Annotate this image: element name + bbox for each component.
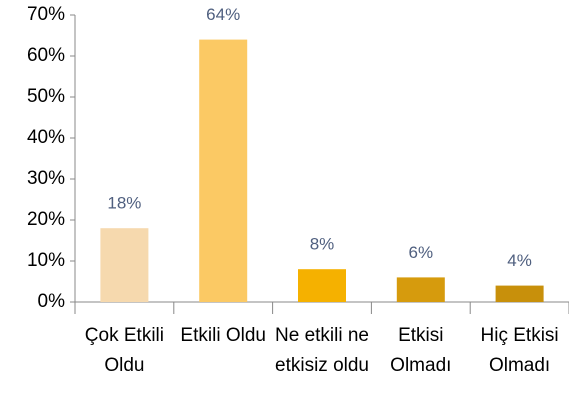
y-tick-label: 60% — [27, 45, 65, 66]
y-tick-label: 70% — [27, 4, 65, 25]
x-tick-label: Etkili Oldu — [180, 325, 266, 346]
bar — [495, 285, 544, 302]
value-label: 8% — [310, 235, 335, 254]
y-tick-label: 40% — [27, 127, 65, 148]
value-label: 64% — [206, 5, 240, 24]
y-tick-label: 10% — [27, 250, 65, 271]
x-tick-label: Çok Etkili Oldu — [84, 325, 164, 376]
y-tick-label: 30% — [27, 168, 65, 189]
bar — [396, 277, 445, 302]
x-tick-label: Ne etkili ne etkisiz oldu — [275, 325, 369, 376]
y-tick-label: 0% — [38, 291, 66, 312]
y-tick-label: 20% — [27, 209, 65, 230]
value-label: 4% — [507, 251, 532, 270]
bar — [100, 228, 149, 302]
x-tick-label: Etkisi Olmadı — [390, 325, 452, 376]
value-label: 18% — [107, 194, 141, 213]
bar — [298, 269, 346, 302]
y-tick-label: 50% — [27, 86, 65, 107]
value-label: 6% — [409, 243, 434, 262]
x-tick-label: Hiç Etkisi Olmadı — [480, 325, 559, 376]
bar — [199, 39, 248, 302]
